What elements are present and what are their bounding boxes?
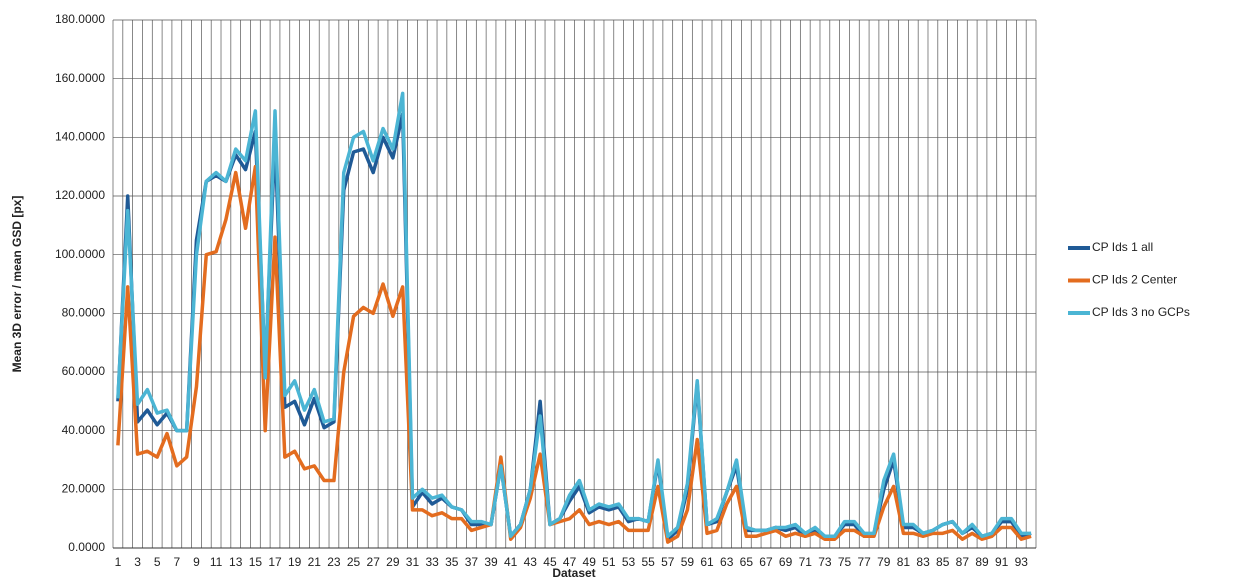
x-tick-label: 79 bbox=[877, 555, 891, 569]
y-tick-label: 140.0000 bbox=[55, 130, 105, 144]
x-tick-label: 35 bbox=[445, 555, 459, 569]
x-tick-label: 73 bbox=[818, 555, 832, 569]
x-axis-title: Dataset bbox=[552, 566, 595, 579]
y-tick-label: 20.0000 bbox=[62, 482, 106, 496]
x-tick-label: 33 bbox=[425, 555, 439, 569]
x-tick-label: 25 bbox=[347, 555, 361, 569]
x-tick-label: 87 bbox=[956, 555, 970, 569]
x-tick-label: 15 bbox=[249, 555, 263, 569]
y-tick-label: 80.0000 bbox=[62, 306, 106, 320]
x-tick-label: 45 bbox=[543, 555, 557, 569]
x-tick-label: 71 bbox=[799, 555, 813, 569]
x-tick-label: 43 bbox=[524, 555, 538, 569]
series-line bbox=[116, 164, 1032, 544]
x-tick-label: 51 bbox=[602, 555, 616, 569]
x-tick-label: 89 bbox=[975, 555, 989, 569]
x-tick-label: 53 bbox=[622, 555, 636, 569]
x-tick-label: 3 bbox=[134, 555, 141, 569]
x-tick-label: 7 bbox=[173, 555, 180, 569]
legend-label: CP Ids 1 all bbox=[1092, 240, 1153, 254]
x-tick-label: 65 bbox=[740, 555, 754, 569]
y-tick-label: 120.0000 bbox=[55, 188, 105, 202]
y-tick-label: 40.0000 bbox=[62, 423, 106, 437]
x-tick-label: 93 bbox=[1015, 555, 1029, 569]
y-tick-label: 100.0000 bbox=[55, 247, 105, 261]
x-tick-label: 37 bbox=[465, 555, 479, 569]
x-tick-label: 85 bbox=[936, 555, 950, 569]
x-tick-label: 39 bbox=[484, 555, 498, 569]
x-tick-label: 23 bbox=[327, 555, 341, 569]
y-tick-label: 160.0000 bbox=[55, 71, 105, 85]
x-tick-label: 69 bbox=[779, 555, 793, 569]
y-tick-label: 0.0000 bbox=[68, 540, 105, 554]
x-tick-label: 49 bbox=[583, 555, 597, 569]
x-tick-label: 27 bbox=[367, 555, 381, 569]
x-tick-label: 83 bbox=[916, 555, 930, 569]
x-tick-label: 5 bbox=[154, 555, 161, 569]
y-tick-label: 180.0000 bbox=[55, 12, 105, 26]
y-axis-title: Mean 3D error / mean GSD [px] bbox=[10, 196, 24, 373]
x-tick-label: 67 bbox=[759, 555, 773, 569]
x-tick-label: 75 bbox=[838, 555, 852, 569]
x-tick-label: 19 bbox=[288, 555, 302, 569]
x-tick-label: 77 bbox=[857, 555, 871, 569]
x-tick-label: 31 bbox=[406, 555, 420, 569]
x-tick-label: 17 bbox=[268, 555, 282, 569]
x-tick-label: 1 bbox=[115, 555, 122, 569]
x-tick-label: 63 bbox=[720, 555, 734, 569]
legend-label: CP Ids 3 no GCPs bbox=[1092, 305, 1190, 319]
x-tick-label: 13 bbox=[229, 555, 243, 569]
x-tick-label: 21 bbox=[308, 555, 322, 569]
x-tick-label: 9 bbox=[193, 555, 200, 569]
x-tick-label: 57 bbox=[661, 555, 675, 569]
x-tick-label: 41 bbox=[504, 555, 518, 569]
legend-label: CP Ids 2 Center bbox=[1092, 273, 1177, 287]
x-tick-label: 61 bbox=[700, 555, 714, 569]
x-tick-label: 29 bbox=[386, 555, 400, 569]
x-tick-label: 59 bbox=[681, 555, 695, 569]
y-tick-label: 60.0000 bbox=[62, 364, 106, 378]
x-tick-label: 81 bbox=[897, 555, 911, 569]
x-tick-label: 55 bbox=[641, 555, 655, 569]
x-tick-label: 47 bbox=[563, 555, 577, 569]
x-tick-label: 91 bbox=[995, 555, 1009, 569]
x-tick-label: 11 bbox=[210, 555, 223, 569]
series-line bbox=[116, 91, 1032, 539]
